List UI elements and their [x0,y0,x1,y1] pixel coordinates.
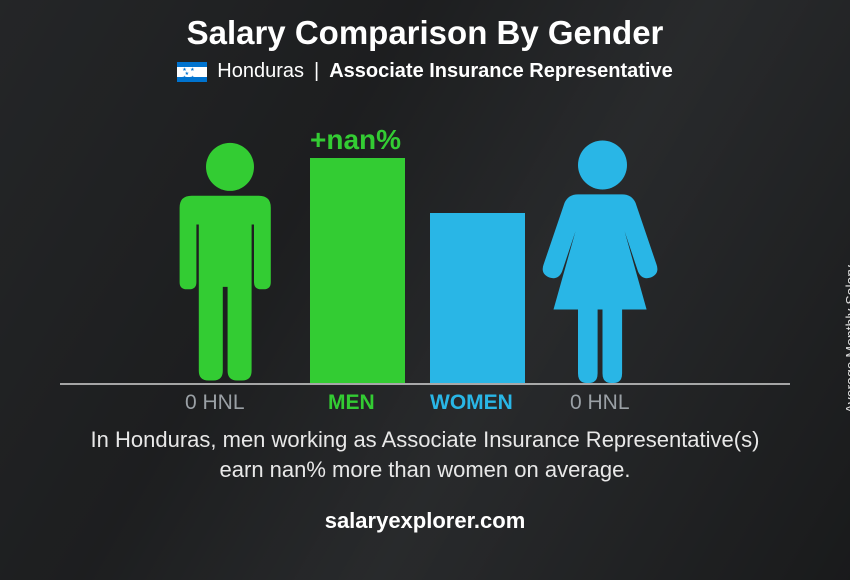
female-person-icon [540,138,665,383]
site-credit: salaryexplorer.com [0,508,850,534]
job-label: Associate Insurance Representative [329,60,673,83]
women-value-label: 0 HNL [570,391,630,415]
male-person-icon [170,138,290,383]
country-label: Honduras [217,60,304,83]
summary-text: In Honduras, men working as Associate In… [0,425,850,484]
men-axis-label: MEN [328,391,375,415]
separator: | [314,60,319,83]
bar-women [430,213,525,383]
men-value-label: 0 HNL [185,391,245,415]
infographic-root: Salary Comparison By Gender ★ ★ ★★ ★ Hon… [0,0,850,580]
women-axis-label: WOMEN [430,391,513,415]
page-title: Salary Comparison By Gender [0,0,850,52]
chart-area: +nan% 0 HNL MEN WOMEN 0 HNL [0,83,850,413]
percent-difference-label: +nan% [310,124,401,156]
vertical-axis-label: Average Monthly Salary [842,265,850,413]
chart-baseline [60,383,790,385]
honduras-flag-icon: ★ ★ ★★ ★ [177,62,207,82]
subtitle-row: ★ ★ ★★ ★ Honduras | Associate Insurance … [0,60,850,83]
bar-men [310,158,405,383]
